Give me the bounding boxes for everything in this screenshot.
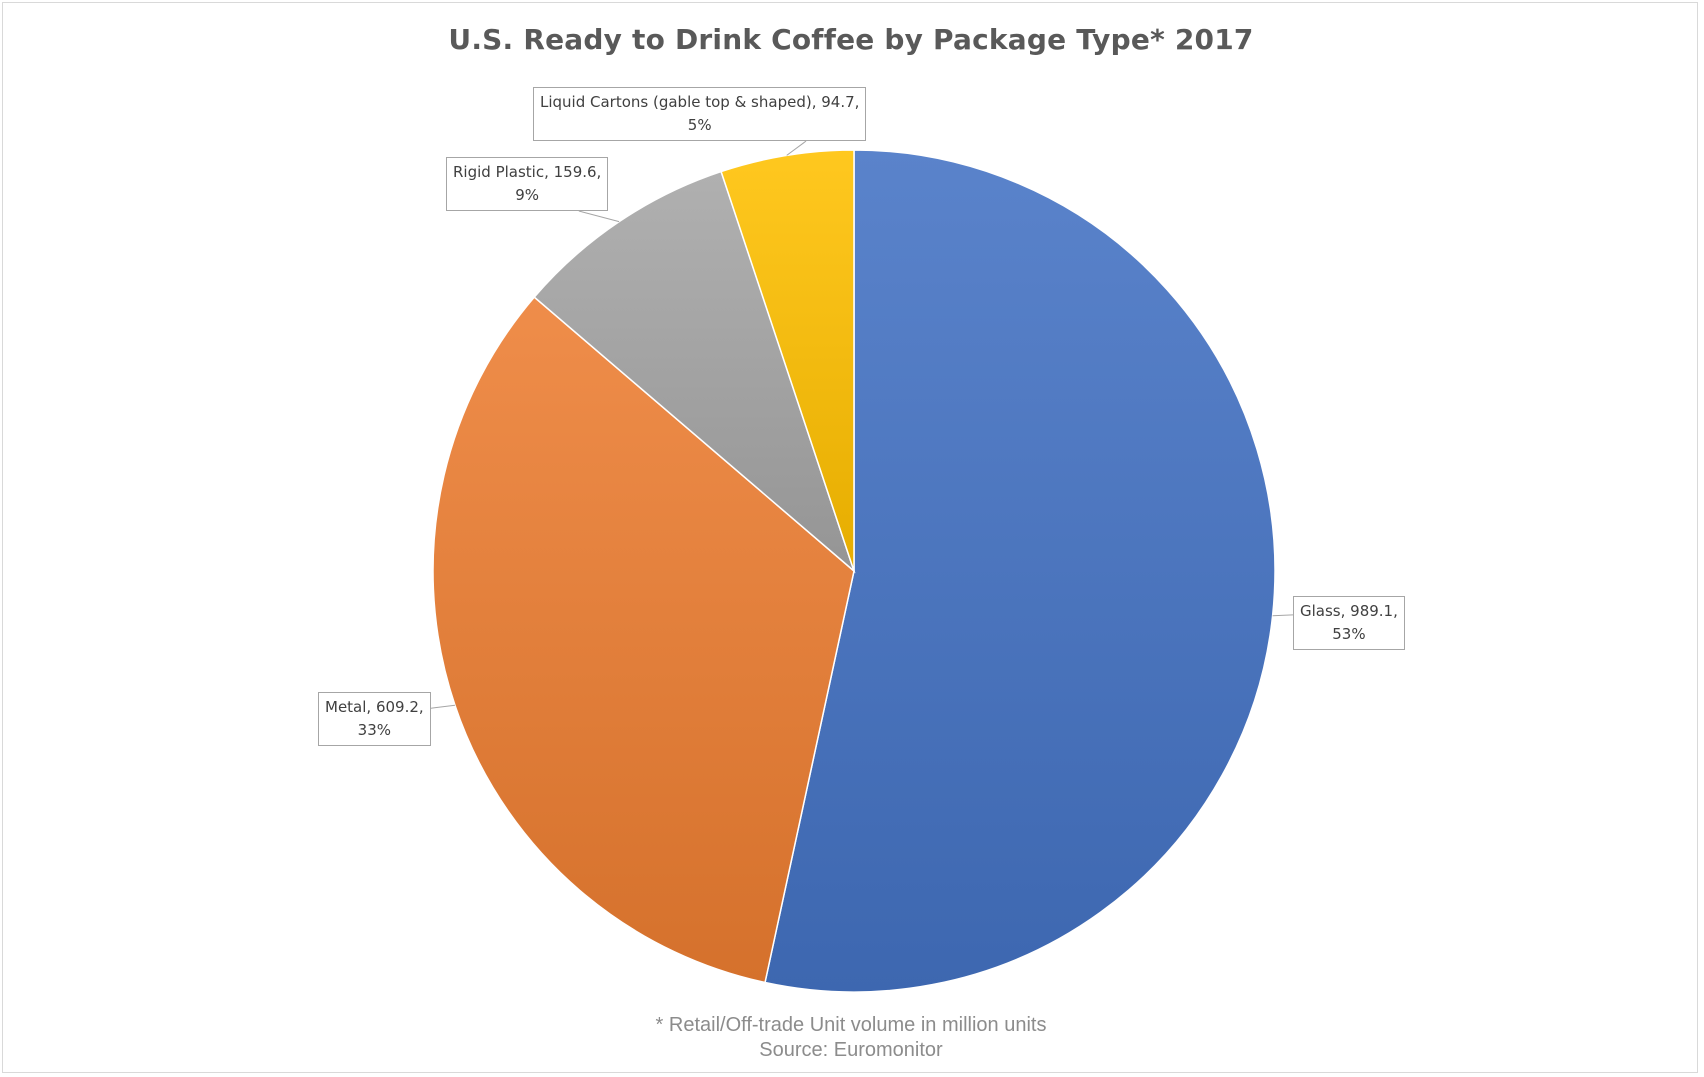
leader-line-rigid-plastic [578,210,620,223]
data-label-metal-line1: Metal, 609.2, [325,698,424,716]
source-note: Source: Euromonitor [759,1039,943,1061]
leader-line-glass [1272,614,1294,617]
pie-slice-metal [432,296,855,984]
data-label-rigid-plastic: Rigid Plastic, 159.6, 9% [446,157,609,211]
pie-chart [430,140,1294,993]
data-label-metal: Metal, 609.2, 33% [318,692,431,746]
data-label-glass-line1: Glass, 989.1, [1300,602,1398,620]
pie-slice-liquid-cartons [720,149,855,572]
leader-line-metal [430,704,456,709]
pie-slice-rigid-plastic [533,170,856,574]
data-label-liquid-cartons-line1: Liquid Cartons (gable top & shaped), 94.… [540,93,860,111]
leader-line-liquid-cartons [786,140,807,156]
data-label-metal-line2: 33% [357,721,391,739]
data-label-rigid-plastic-line1: Rigid Plastic, 159.6, [453,163,602,181]
data-label-liquid-cartons: Liquid Cartons (gable top & shaped), 94.… [533,87,867,141]
footnote: * Retail/Off-trade Unit volume in millio… [655,1014,1047,1036]
pie-slice-glass [764,149,1276,993]
chart-title: U.S. Ready to Drink Coffee by Package Ty… [448,23,1254,56]
data-label-liquid-cartons-line2: 5% [687,116,712,134]
data-label-glass-line2: 53% [1332,625,1366,643]
data-label-glass: Glass, 989.1, 53% [1293,596,1405,650]
data-label-rigid-plastic-line2: 9% [515,186,540,204]
